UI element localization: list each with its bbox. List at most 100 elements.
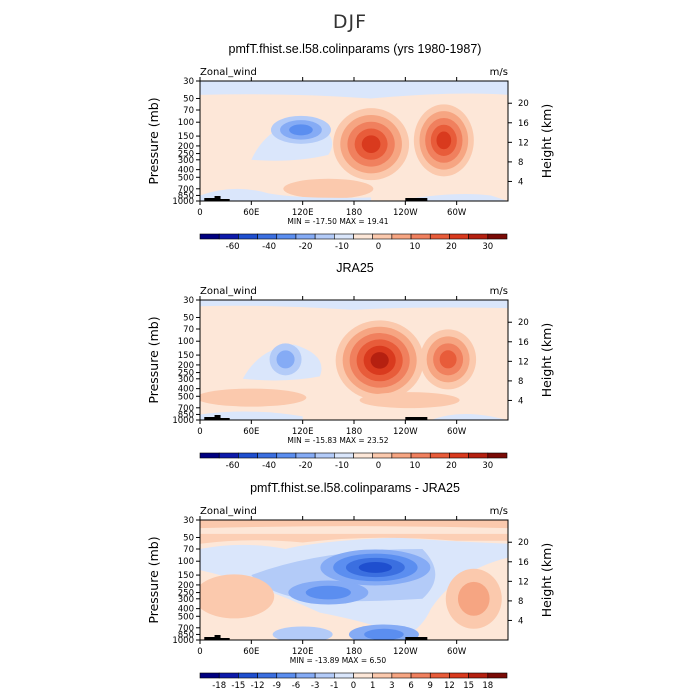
topography [219,418,230,420]
height-tick-label: 16 [518,558,529,568]
x-tick-label: 60W [447,427,467,437]
x-tick-label: 60W [447,208,467,218]
jet-core [370,352,389,369]
topography [405,417,428,420]
y-tick-label: 30 [183,77,194,87]
colorbar-label: -40 [262,461,276,471]
topography [405,637,428,640]
colorbar-label: -1 [330,681,338,691]
min-max-stats: MIN = -15.83 MAX = 23.52 [287,436,388,445]
colorbar-box [238,233,258,240]
colorbar-box [238,672,258,679]
colorbar-box [276,672,297,679]
colorbar-box [353,452,373,459]
colorbar-label: 10 [409,461,420,471]
units-string: m/s [490,506,508,517]
x-tick-label: 60E [243,427,259,437]
colorbar-box [334,452,354,459]
colorbar-label: -15 [231,681,245,691]
colorbar-box [487,452,508,459]
topography [405,198,428,201]
x-tick-label: 180 [346,427,362,437]
colorbar-box [257,233,278,240]
left-string: Zonal_wind [200,506,257,517]
y-tick-label: 500 [178,173,194,183]
colorbar-label: -60 [226,461,240,471]
positive-core [457,581,490,616]
colorbar-label: -20 [299,242,313,252]
colorbar-box [449,672,469,679]
y-tick-label: 300 [178,375,194,385]
height-tick-label: 4 [518,177,523,187]
field-contour [200,411,303,420]
x-tick-label: 120E [292,427,314,437]
negative-core [272,626,333,640]
field-contour [200,533,508,544]
panel-title: pmfT.fhist.se.l58.colinparams (yrs 1980-… [229,42,482,56]
negative-core [305,585,351,600]
colorbar-box [276,452,297,459]
colorbar-label: 30 [482,461,493,471]
colorbar-box [295,452,316,459]
colorbar-label: -60 [226,242,240,252]
panel-title: pmfT.fhist.se.l58.colinparams - JRA25 [250,481,460,495]
colorbar-label: -6 [292,681,300,691]
colorbar-label: 9 [428,681,433,691]
colorbar-label: -40 [262,242,276,252]
colorbar-box [218,672,239,679]
x-tick-label: 0 [197,427,202,437]
y-tick-label: 850 [178,410,194,420]
colorbar-box [257,452,278,459]
field-contour [431,413,508,420]
colorbar-label: -10 [335,242,349,252]
colorbar-box [468,233,489,240]
colorbar-box [295,672,316,679]
colorbar-box [199,233,220,240]
y-tick-label: 70 [183,325,194,335]
y-tick-label: 400 [178,605,194,615]
min-max-stats: MIN = -17.50 MAX = 19.41 [287,217,388,226]
colorbar-box [334,233,354,240]
field-contour [200,81,508,99]
x-tick-label: 0 [197,208,202,218]
field-contour [200,188,372,201]
height-tick-label: 8 [518,158,523,168]
colorbar-box [199,672,220,679]
colorbar-label: 1 [370,681,375,691]
y-axis-right-label: Height (km) [539,104,554,178]
positive-band [283,178,374,199]
y-axis-label: Pressure (mb) [146,536,161,623]
colorbar-box [353,672,373,679]
y-axis-label: Pressure (mb) [146,97,161,184]
colorbar-label: -9 [273,681,281,691]
colorbar-label: 15 [463,681,474,691]
colorbar-box [199,452,220,459]
height-tick-label: 16 [518,119,529,129]
y-tick-label: 70 [183,545,194,555]
y-tick-label: 200 [178,142,194,152]
colorbar-box [372,672,393,679]
x-tick-label: 120W [393,208,418,218]
height-tick-label: 20 [518,538,529,548]
x-tick-label: 60W [447,647,467,657]
positive-core [200,574,275,619]
x-tick-label: 0 [197,647,202,657]
y-tick-label: 200 [178,581,194,591]
colorbar-box [334,672,354,679]
positive-band [359,392,460,409]
y-tick-label: 250 [178,369,194,379]
y-tick-label: 100 [178,118,194,128]
x-tick-label: 180 [346,647,362,657]
colorbar-box [391,672,412,679]
colorbar-box [295,233,316,240]
y-tick-label: 250 [178,589,194,599]
field-contour [200,520,508,529]
topography [214,415,221,420]
y-tick-label: 150 [178,132,194,142]
colorbar-box [487,233,508,240]
topography [219,199,230,201]
y-tick-label: 500 [178,392,194,402]
height-tick-label: 8 [518,597,523,607]
colorbar-label: 0 [351,681,356,691]
y-tick-label: 70 [183,106,194,116]
